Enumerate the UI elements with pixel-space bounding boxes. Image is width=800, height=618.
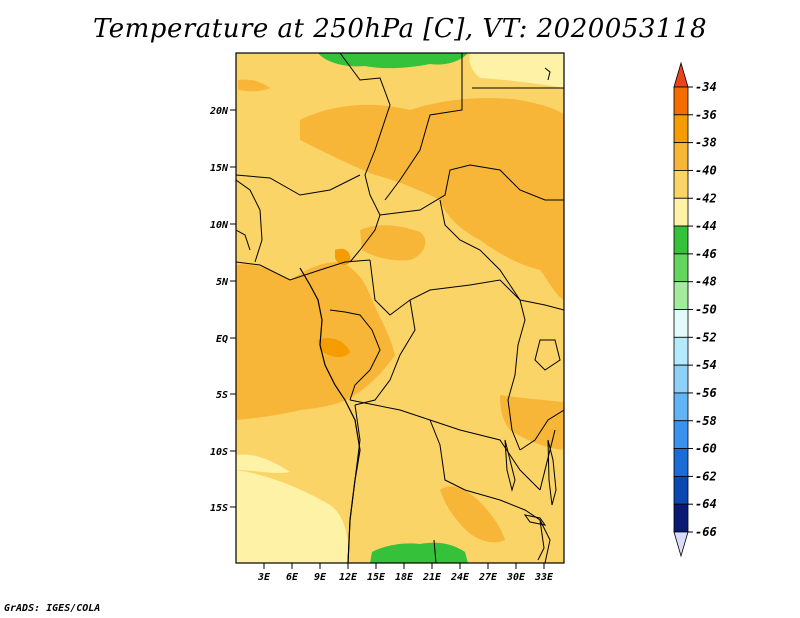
colorbar-label: -48 xyxy=(695,275,717,289)
field-green-north xyxy=(318,53,468,69)
colorbar-label: -58 xyxy=(695,414,717,428)
lon-label-3e: 3E xyxy=(257,572,271,583)
colorbar-box xyxy=(673,420,689,449)
colorbar: -34 -36 -38 -40 -42 -44 -46 -48 -50 -52 -54 -56 -58 -… xyxy=(673,61,717,558)
map-area[interactable] xyxy=(236,53,564,563)
lat-label-20n: 20N xyxy=(209,106,229,117)
colorbar-label: -66 xyxy=(695,525,717,539)
field-warm-north2 xyxy=(238,79,270,92)
lon-label-33e: 33E xyxy=(534,572,554,583)
lat-label-eq: EQ xyxy=(216,334,228,345)
colorbar-box xyxy=(673,309,689,338)
field-cool-south xyxy=(236,470,349,563)
country-borders xyxy=(236,53,564,563)
colorbar-box xyxy=(673,281,689,310)
field-green-south xyxy=(370,542,468,563)
lon-label-27e: 27E xyxy=(478,572,498,583)
triangle-up-icon xyxy=(673,61,689,88)
field-warm-mid xyxy=(360,225,426,261)
colorbar-box xyxy=(673,336,689,366)
lon-axis: 3E 6E 9E 12E 15E 18E 21E 24E 27E 30E 33E xyxy=(257,563,554,583)
colorbar-label: -44 xyxy=(695,219,717,233)
colorbar-labels: -34 -36 -38 -40 -42 -44 -46 -48 -50 -52 -54 -56 -58 -… xyxy=(688,80,717,539)
grads-credit: GrADS: IGES/COLA xyxy=(4,603,101,614)
colorbar-box xyxy=(673,364,689,394)
colorbar-label: -62 xyxy=(695,469,717,483)
lon-label-12e: 12E xyxy=(339,572,358,583)
colorbar-label: -56 xyxy=(695,386,717,400)
colorbar-boxes xyxy=(673,86,689,533)
lat-label-10s: 10S xyxy=(210,447,228,458)
lat-label-15s: 15S xyxy=(210,503,228,514)
field-warm-west xyxy=(236,262,395,420)
lakes xyxy=(504,67,557,561)
colorbar-box xyxy=(673,392,689,422)
colorbar-label: -34 xyxy=(695,80,717,94)
colorbar-label: -40 xyxy=(695,163,717,177)
colorbar-label: -46 xyxy=(695,247,717,261)
colorbar-box xyxy=(673,253,689,283)
lon-label-30e: 30E xyxy=(506,572,526,583)
colorbar-label: -42 xyxy=(695,191,717,205)
lat-label-5s: 5S xyxy=(216,390,228,401)
field-deep-2 xyxy=(318,338,350,358)
colorbar-label: -38 xyxy=(695,136,717,150)
colorbar-box xyxy=(673,197,689,227)
colorbar-label: -50 xyxy=(695,303,717,317)
lat-axis: 20N 15N 10N 5N EQ 5S 10S 15S xyxy=(209,106,236,514)
colorbar-box xyxy=(673,86,689,116)
colorbar-box xyxy=(673,225,689,255)
lon-label-18e: 18E xyxy=(395,572,414,583)
colorbar-label: -64 xyxy=(695,497,717,511)
colorbar-label: -60 xyxy=(695,442,717,456)
lat-label-5n: 5N xyxy=(216,277,229,288)
field-warm-north xyxy=(300,98,564,300)
colorbar-label: -36 xyxy=(695,108,717,122)
colorbar-box xyxy=(673,114,689,144)
lon-label-9e: 9E xyxy=(314,572,327,583)
triangle-down-icon xyxy=(673,531,689,558)
colorbar-box xyxy=(673,475,689,505)
colorbar-box xyxy=(673,503,689,533)
coastline xyxy=(299,267,361,563)
lat-label-15n: 15N xyxy=(210,163,229,174)
field-warm-east xyxy=(500,395,564,450)
colorbar-box xyxy=(673,170,689,199)
map-frame xyxy=(235,52,565,564)
colorbar-box xyxy=(673,448,689,477)
lon-label-15e: 15E xyxy=(367,572,386,583)
lon-label-21e: 21E xyxy=(422,572,442,583)
map-title: Temperature at 250hPa [C], VT: 202005311… xyxy=(92,14,708,44)
colorbar-label: -52 xyxy=(695,330,717,344)
field-cool-se xyxy=(469,53,564,88)
lat-label-10n: 10N xyxy=(210,220,229,231)
field-deep-1 xyxy=(335,248,351,265)
field-warm-south xyxy=(440,486,505,543)
lon-label-24e: 24E xyxy=(450,572,470,583)
colorbar-box xyxy=(673,142,689,171)
colorbar-label: -54 xyxy=(695,358,717,372)
field-cool-sw xyxy=(236,454,290,473)
lon-label-6e: 6E xyxy=(286,572,299,583)
